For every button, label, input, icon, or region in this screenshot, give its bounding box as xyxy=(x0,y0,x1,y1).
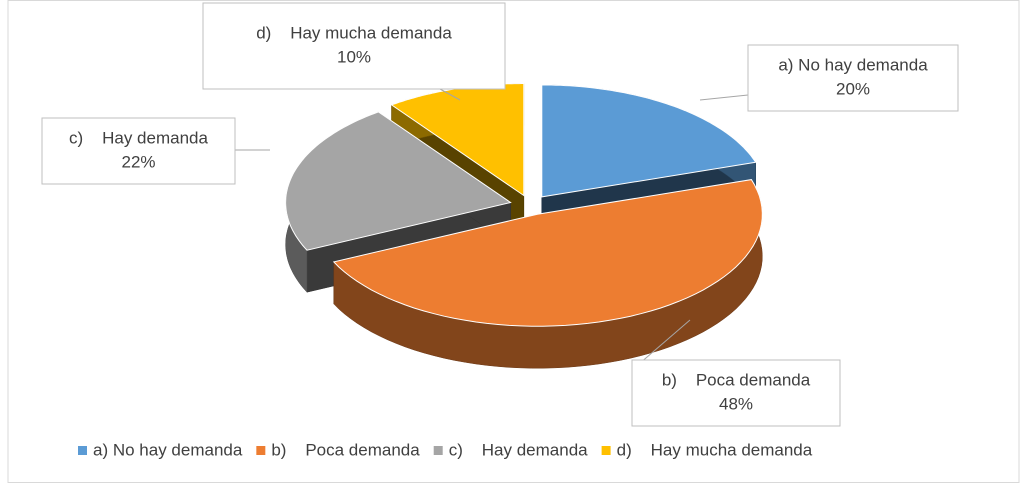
data-label-value: 10% xyxy=(337,47,371,66)
callout-box xyxy=(41,117,236,185)
legend-swatch xyxy=(433,446,443,455)
legend-label: b) Poca demanda xyxy=(271,440,420,459)
leader-line xyxy=(699,94,749,101)
data-label-value: 20% xyxy=(836,79,870,98)
slice-group xyxy=(332,178,763,369)
slice xyxy=(285,111,512,251)
legend-label: d) Hay mucha demanda xyxy=(617,440,813,459)
legend-swatch xyxy=(601,446,611,455)
callout-box xyxy=(747,44,959,112)
data-label-value: 48% xyxy=(719,394,753,413)
legend-label: c) Hay demanda xyxy=(449,440,588,459)
slice xyxy=(332,179,763,327)
legend-label: a) No hay demanda xyxy=(93,440,243,459)
slice xyxy=(541,84,757,198)
callout-box xyxy=(631,359,841,427)
legend-swatch xyxy=(256,446,266,455)
data-label-value: 22% xyxy=(121,152,155,171)
data-label-name: c) Hay demanda xyxy=(69,128,208,147)
data-label-name: a) No hay demanda xyxy=(778,55,928,74)
data-label-name: d) Hay mucha demanda xyxy=(256,23,452,42)
data-label-name: b) Poca demanda xyxy=(662,370,811,389)
legend-swatch xyxy=(78,446,87,455)
callout-box xyxy=(202,2,506,90)
leader-line xyxy=(439,88,461,101)
